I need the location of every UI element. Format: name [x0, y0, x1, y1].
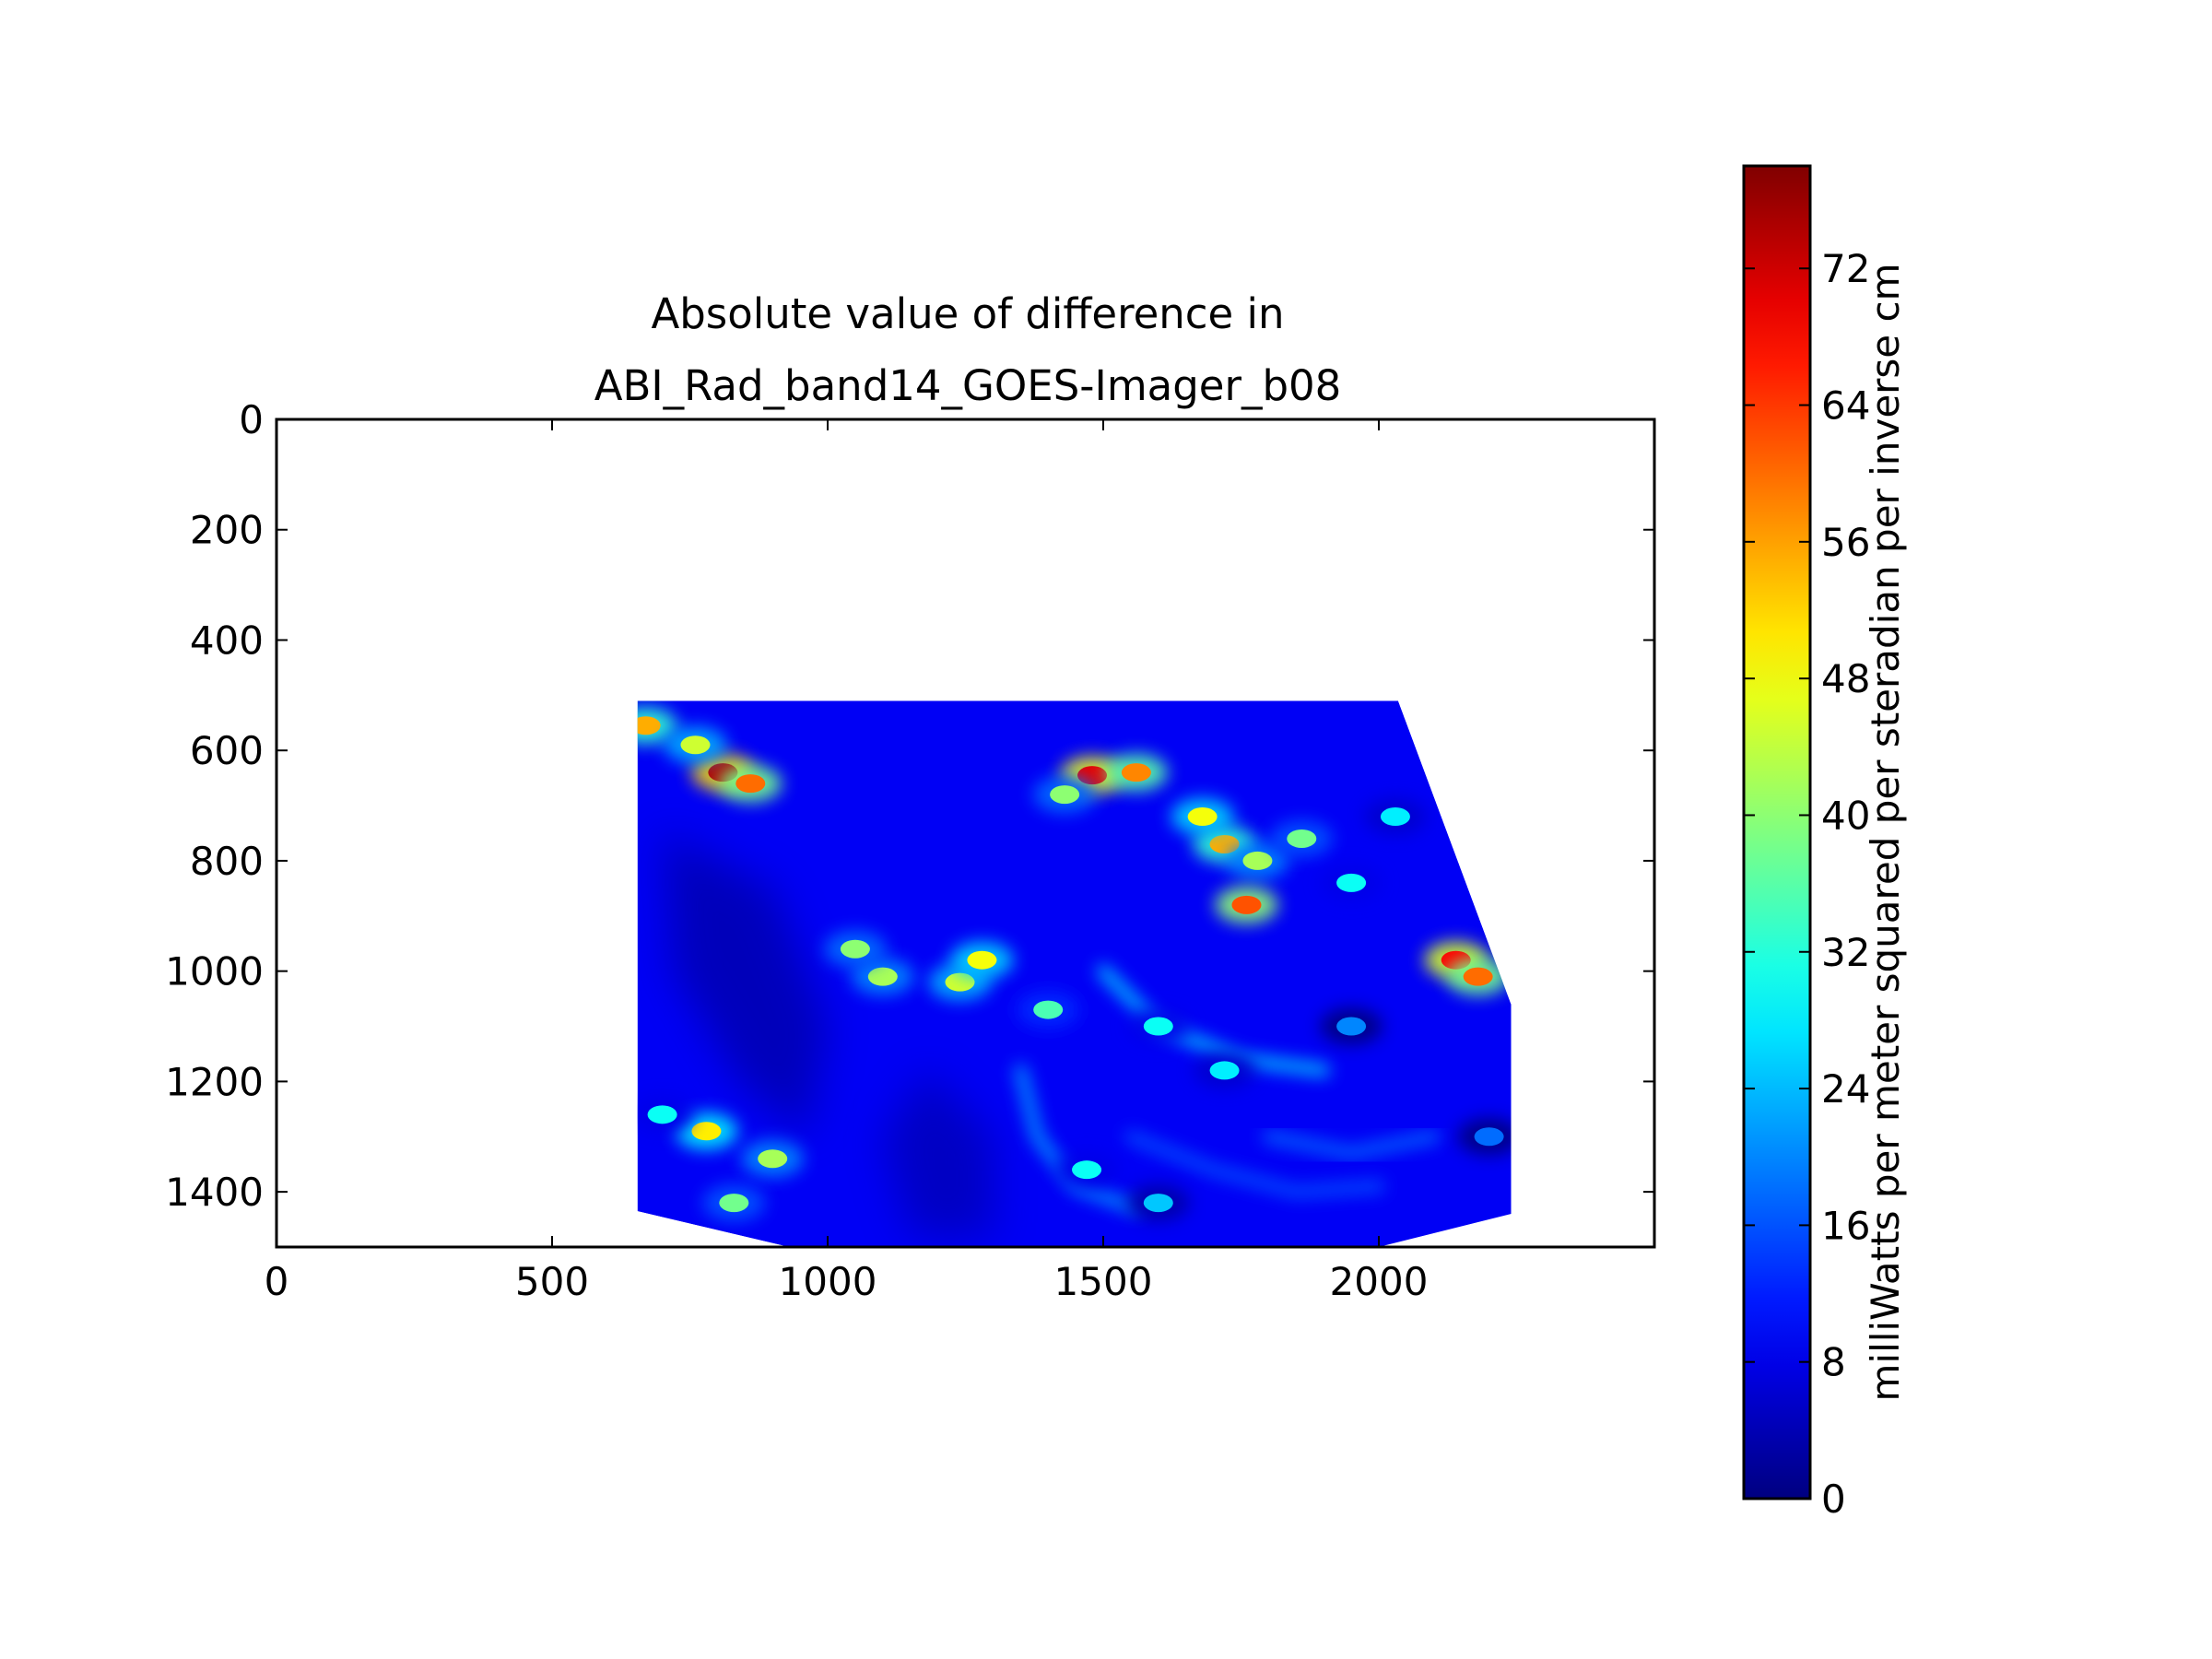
hotspot-cell — [1121, 763, 1151, 782]
y-tick-label: 1200 — [165, 1059, 264, 1104]
hotspot-cell — [1143, 1017, 1173, 1036]
hotspot-cell — [1077, 766, 1108, 785]
y-tick-label: 400 — [190, 618, 264, 663]
hotspot-cell — [1187, 807, 1218, 827]
colorbar-label: milliWatts per meter squared per steradi… — [1863, 263, 1908, 1401]
colorbar-frame — [1742, 164, 1812, 1500]
hotspot-cell — [637, 716, 661, 735]
y-tick-label: 0 — [239, 397, 264, 442]
hotspot-cell — [1242, 851, 1273, 870]
colorbar-tick-label: 8 — [1821, 1340, 1846, 1385]
x-tick-label: 1000 — [779, 1259, 877, 1304]
difference-streak — [1014, 1064, 1143, 1216]
y-tick-label: 200 — [190, 508, 264, 553]
hotspot-cell — [1336, 1017, 1367, 1036]
hotspot-cell — [1143, 1194, 1173, 1213]
low-difference-region — [882, 1070, 994, 1237]
y-tick-label: 600 — [190, 728, 264, 773]
colorbar-tick-label: 40 — [1821, 793, 1870, 838]
hotspot-cell — [967, 950, 997, 970]
x-tick-label: 1500 — [1054, 1259, 1153, 1304]
difference-streak — [1097, 964, 1331, 1077]
x-tick-label: 0 — [265, 1259, 289, 1304]
hotspot-cell — [1050, 785, 1080, 805]
colorbar-tick-label: 0 — [1821, 1477, 1846, 1522]
hotspot-cell — [735, 774, 766, 794]
x-tick-label: 500 — [515, 1259, 589, 1304]
colorbar-tick-label: 56 — [1821, 520, 1870, 565]
hotspot-cell — [1380, 807, 1410, 827]
hotspot-cell — [1209, 834, 1240, 853]
x-axis: 0 500 1000 1500 2000 — [265, 419, 1429, 1304]
low-difference-region — [662, 833, 828, 1137]
x-tick-label: 2000 — [1330, 1259, 1429, 1304]
difference-streak — [1262, 1130, 1441, 1160]
chart-title-line-1: Absolute value of difference in — [651, 289, 1284, 338]
colorbar-tick-label: 72 — [1821, 246, 1870, 291]
colorbar-ticks: 0 8 16 24 32 40 48 56 64 72 — [1744, 246, 1870, 1522]
hotspot-cell — [840, 939, 870, 959]
hotspot-cell — [1072, 1160, 1102, 1180]
hotspot-cell — [1336, 873, 1367, 892]
plot-frame — [275, 418, 1656, 1249]
chart-title-line-2: ABI_Rad_band14_GOES-Imager_b08 — [594, 361, 1342, 410]
hotspot-cell — [1209, 1061, 1240, 1080]
colorbar-tick-label: 64 — [1821, 383, 1870, 429]
hotspot-cell — [867, 967, 898, 986]
hotspot-cell — [1287, 829, 1317, 848]
hotspot-cell — [719, 1194, 749, 1213]
colorbar-tick-label: 32 — [1821, 930, 1870, 975]
colorbar-tick-label: 16 — [1821, 1203, 1870, 1248]
hotspot-cell — [758, 1149, 788, 1169]
y-tick-label: 800 — [190, 839, 264, 884]
hotspot-cell — [945, 972, 975, 992]
hotspot-cell — [647, 1105, 677, 1124]
y-tick-label: 1000 — [165, 949, 264, 994]
colorbar — [1744, 166, 1810, 1499]
hotspot-cell — [691, 1122, 722, 1141]
colorbar-tick-label: 24 — [1821, 1066, 1870, 1112]
difference-streak — [1124, 1130, 1385, 1199]
hotspot-cell — [680, 735, 711, 755]
hotspot-cell — [1231, 895, 1262, 914]
y-tick-label: 1400 — [165, 1170, 264, 1215]
hotspot-cell — [1463, 967, 1493, 986]
hotspot-cell — [1474, 1127, 1504, 1147]
heatmap-data-region — [637, 700, 1512, 1247]
hotspot-cell — [1033, 1000, 1064, 1019]
colorbar-tick-label: 48 — [1821, 656, 1870, 701]
y-axis: 0 200 400 600 800 1000 1200 1400 — [165, 397, 1654, 1215]
